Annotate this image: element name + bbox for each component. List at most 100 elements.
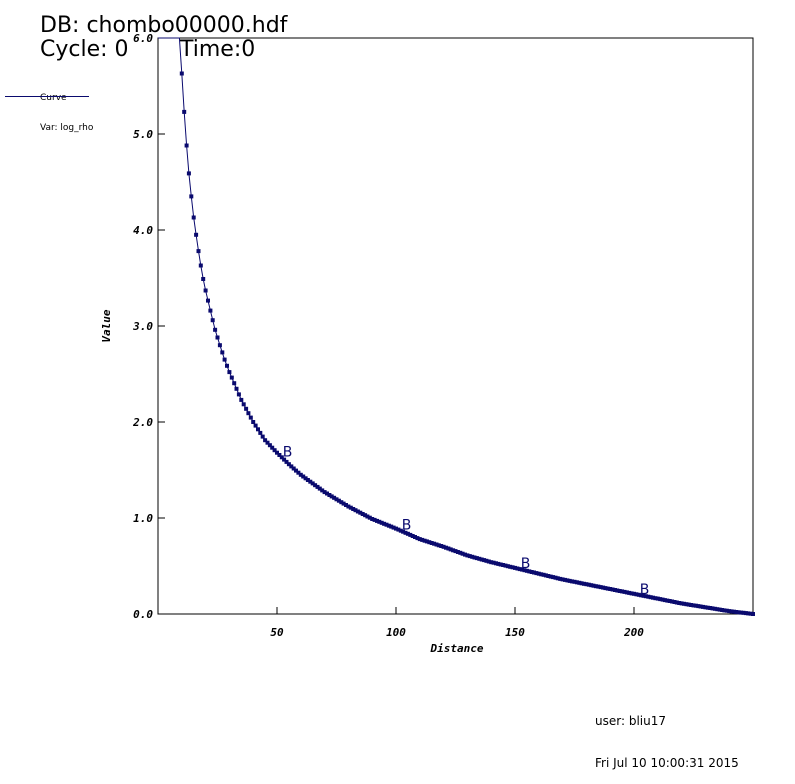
- series-marker: [558, 576, 563, 581]
- series-marker: [527, 569, 532, 574]
- series-marker: [215, 335, 220, 340]
- series-marker: [658, 597, 663, 602]
- y-tick-label: 3.0: [132, 320, 153, 333]
- series-marker: [629, 591, 634, 596]
- x-tick-label: 50: [270, 626, 284, 639]
- series-marker: [605, 586, 610, 591]
- series-marker: [482, 558, 487, 563]
- series-marker: [732, 609, 736, 614]
- series-marker: [410, 534, 415, 538]
- series-marker: [517, 567, 522, 572]
- series-marker: [655, 596, 660, 601]
- series-marker: [246, 411, 251, 416]
- series-marker: [191, 215, 196, 220]
- series-marker: [453, 549, 458, 554]
- database-title: DB: chombo00000.hdf: [40, 13, 288, 38]
- series-marker: [201, 277, 206, 281]
- series-marker: [432, 541, 437, 546]
- y-tick-label: 1.0: [133, 512, 153, 525]
- series-marker: [289, 464, 294, 469]
- y-tick-label: 6.0: [133, 32, 153, 45]
- series-marker: [372, 517, 377, 522]
- series-marker: [639, 593, 644, 598]
- series-marker: [310, 481, 315, 486]
- series-marker: [529, 570, 534, 574]
- series-marker: [344, 503, 348, 507]
- series-marker: [484, 558, 489, 563]
- series-marker: [577, 580, 582, 585]
- series-marker: [510, 565, 515, 570]
- series-marker: [265, 440, 270, 445]
- series-marker: [451, 548, 456, 553]
- series-marker: [494, 561, 498, 566]
- series-marker: [458, 550, 463, 555]
- user-name: user: bliu17: [595, 714, 666, 728]
- series-marker: [313, 483, 318, 488]
- series-marker: [320, 488, 325, 493]
- series-marker: [424, 539, 429, 544]
- series-marker: [555, 576, 560, 581]
- series-marker: [472, 555, 477, 560]
- series-marker: [229, 375, 234, 380]
- series-marker: [498, 562, 503, 567]
- series-marker: [384, 522, 389, 527]
- series-marker: [665, 598, 670, 603]
- series-marker: [182, 109, 187, 114]
- series-marker: [203, 288, 208, 293]
- series-marker: [303, 476, 308, 481]
- series-marker: [448, 547, 453, 552]
- series-marker: [391, 525, 396, 530]
- series-marker: [436, 543, 441, 548]
- series-marker: [715, 607, 720, 612]
- series-marker: [670, 599, 675, 604]
- series-marker: [296, 470, 301, 475]
- series-marker: [617, 589, 622, 593]
- series-marker: [729, 609, 734, 614]
- series-marker: [491, 560, 496, 565]
- series-marker: [572, 579, 577, 584]
- series-marker: [217, 343, 222, 348]
- legend: Curve Var: log_rho: [40, 73, 93, 143]
- series-marker: [394, 526, 398, 531]
- series-marker: [405, 531, 410, 536]
- series-marker: [227, 370, 232, 375]
- series-marker: [751, 612, 755, 616]
- series-marker: [210, 318, 215, 323]
- series-marker: [589, 583, 594, 588]
- series-marker: [539, 572, 544, 577]
- series-marker: [317, 486, 322, 491]
- y-tick-label: 4.0: [133, 224, 153, 237]
- series-marker: [682, 601, 686, 606]
- series-marker: [275, 450, 279, 455]
- series-marker: [603, 586, 608, 591]
- series-marker: [370, 517, 375, 521]
- series-marker: [455, 550, 460, 554]
- series-marker: [660, 597, 665, 602]
- series-marker: [346, 504, 351, 509]
- series-marker: [206, 298, 210, 303]
- series-marker: [220, 350, 225, 355]
- series-marker: [208, 308, 213, 313]
- series-marker: [460, 551, 465, 556]
- series-marker: [270, 445, 275, 450]
- series-marker: [334, 497, 339, 502]
- series-marker: [593, 584, 598, 589]
- series-marker: [439, 544, 444, 548]
- series-marker: [543, 573, 548, 578]
- series-marker: [341, 501, 346, 506]
- series-marker: [379, 520, 384, 525]
- series-marker: [691, 603, 696, 608]
- series-marker: [186, 171, 191, 176]
- series-marker: [501, 563, 506, 567]
- series-marker: [286, 462, 291, 467]
- series-marker: [358, 510, 363, 515]
- series-marker: [696, 604, 701, 609]
- series-marker: [632, 591, 636, 596]
- series-marker: [515, 566, 520, 571]
- series-marker: [272, 448, 277, 453]
- series-marker: [239, 397, 244, 402]
- series-marker: [434, 542, 439, 547]
- y-axis: 0.0 1.0 2.0 3.0 4.0 5.0 6.0: [132, 32, 165, 621]
- series-marker: [703, 605, 708, 610]
- series-marker: [351, 507, 356, 511]
